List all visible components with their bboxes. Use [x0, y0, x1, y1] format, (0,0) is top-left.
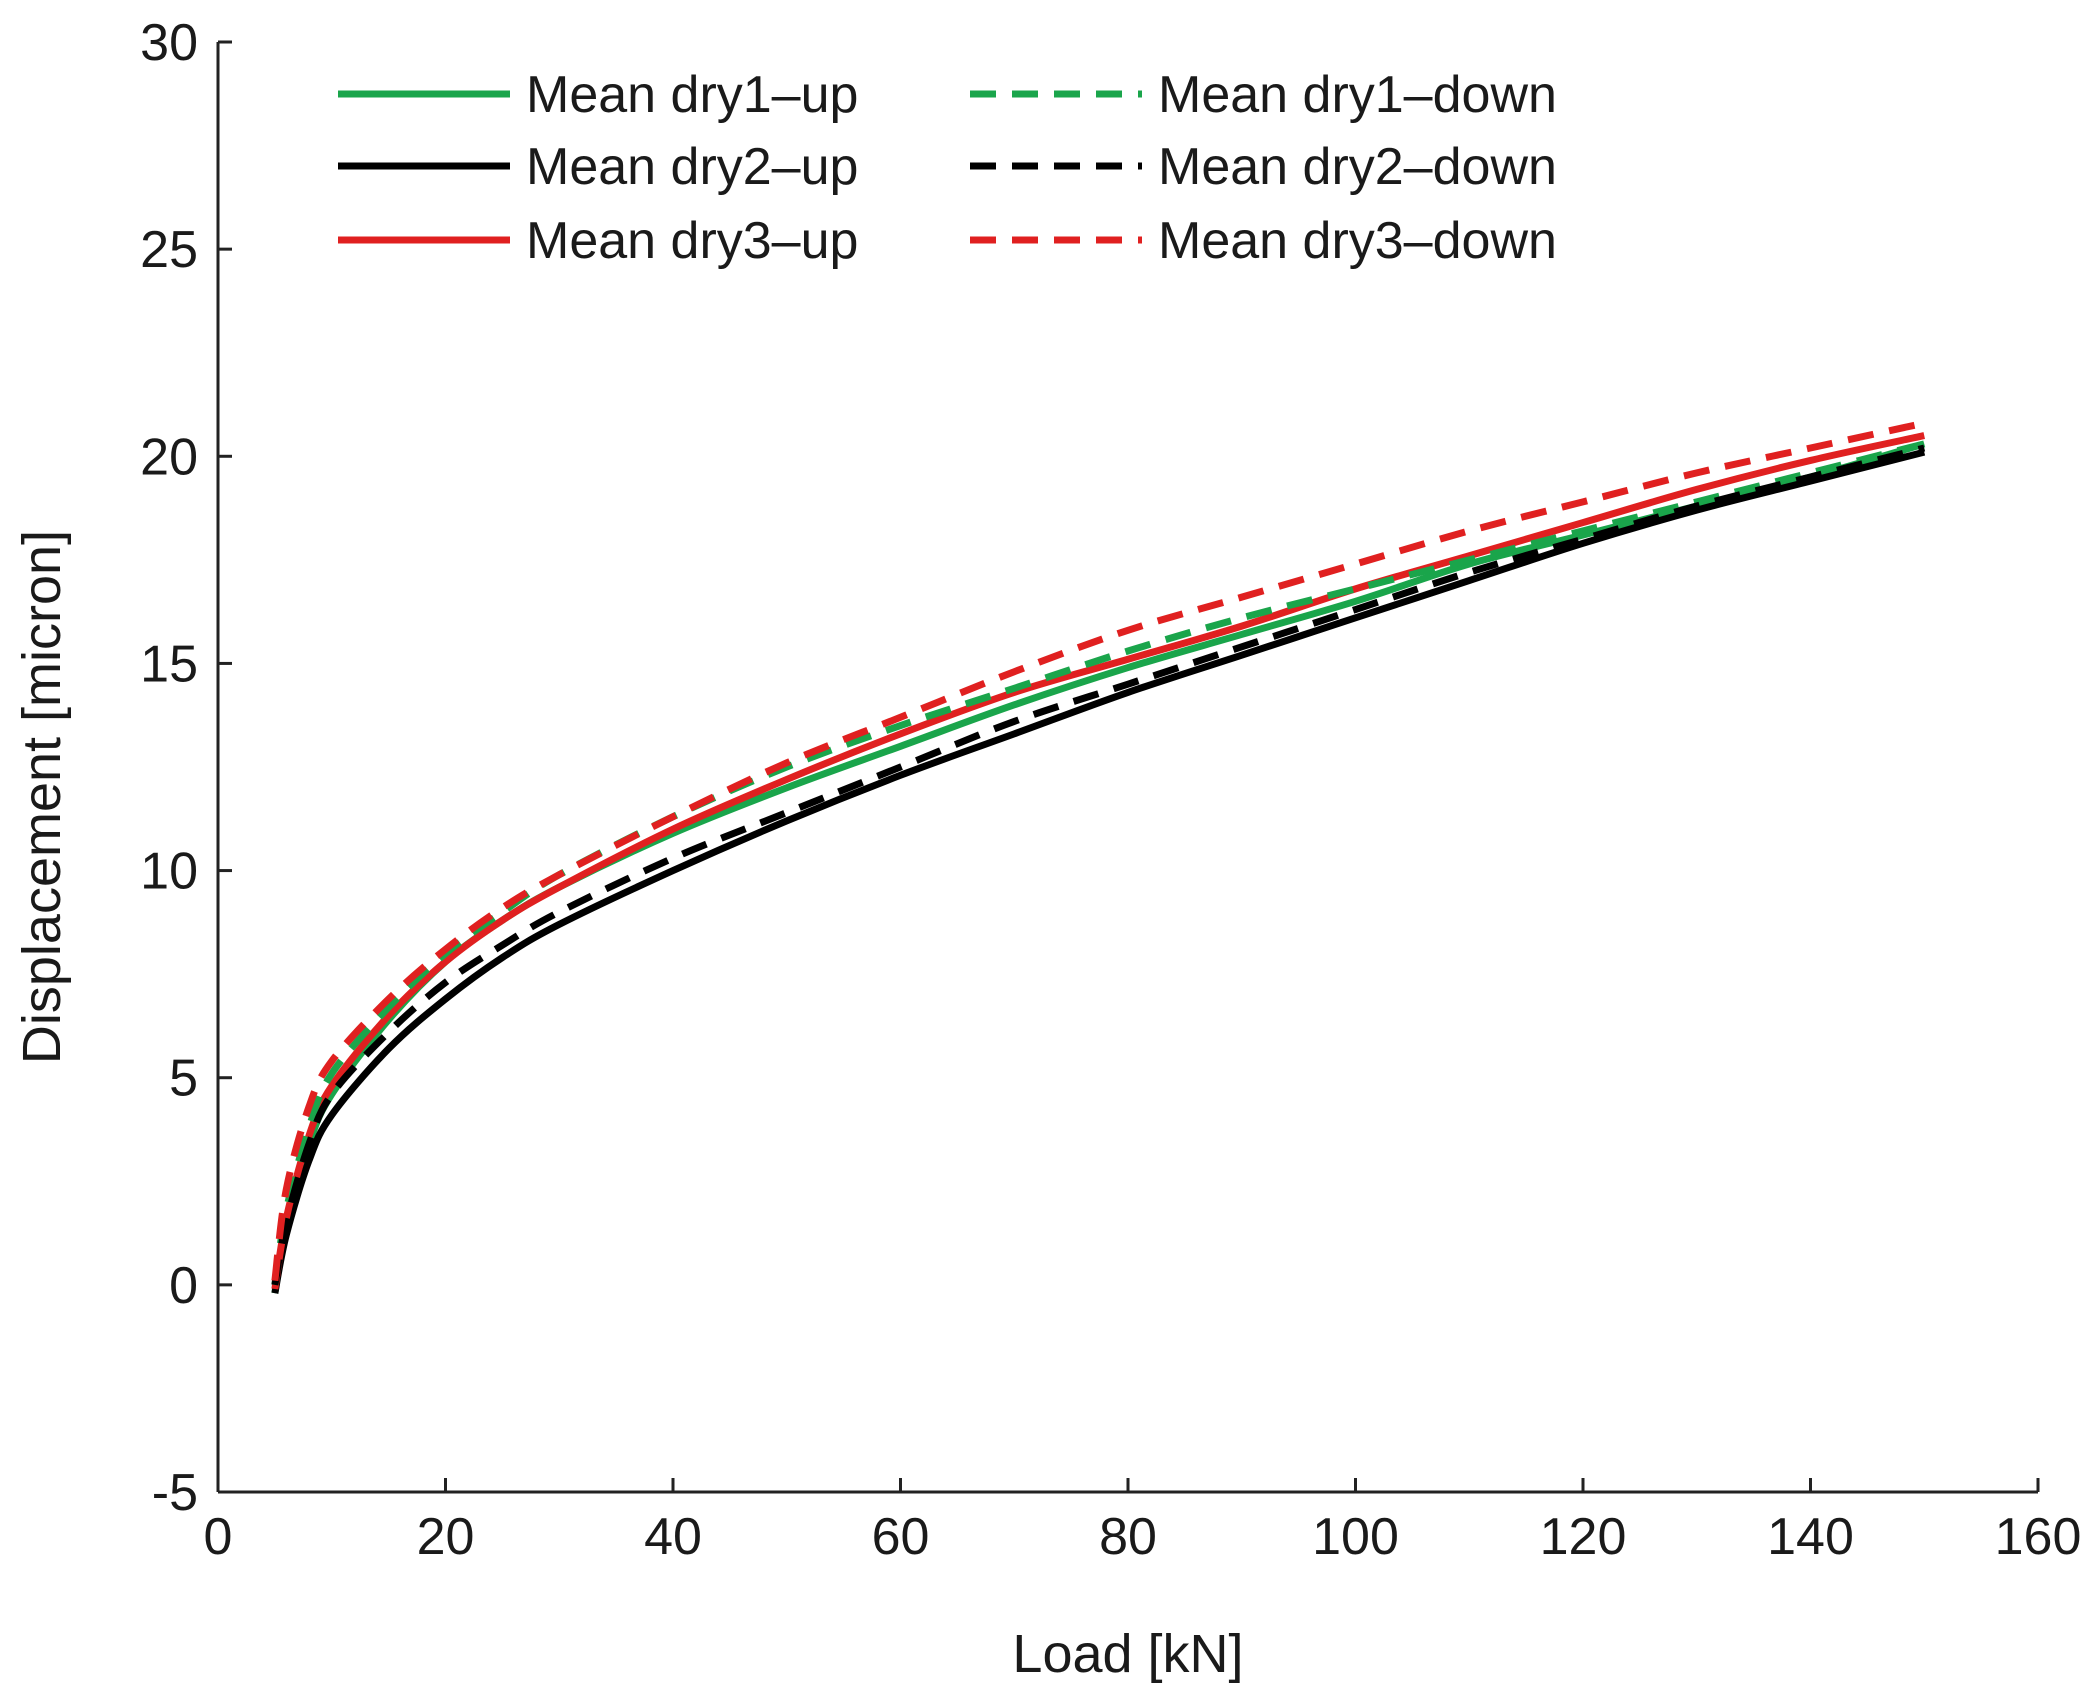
legend-label-mean-dry1-down: Mean dry1–down [1158, 66, 1557, 124]
x-tick-label: 160 [1995, 1508, 2082, 1566]
series-line-mean-dry2-up [271, 448, 1926, 1294]
axes [216, 42, 2038, 1494]
y-tick-label: 25 [140, 221, 198, 279]
y-axis-label: Displacement [micron] [12, 530, 72, 1064]
y-tick-label: 15 [140, 635, 198, 693]
legend-label-mean-dry1-up: Mean dry1–up [526, 66, 858, 124]
legend-label-mean-dry2-down: Mean dry2–down [1158, 138, 1557, 196]
x-tick-label: 120 [1540, 1508, 1627, 1566]
x-tick-label: 20 [417, 1508, 475, 1566]
series-line-mean-dry1-down [271, 440, 1926, 1286]
x-ticks: 0 20 40 60 80 100 120 140 160 [204, 1478, 2082, 1566]
x-tick-label: 140 [1767, 1508, 1854, 1566]
series-line-mean-dry2-down [271, 444, 1926, 1286]
y-tick-label: 20 [140, 428, 198, 486]
legend-label-mean-dry2-up: Mean dry2–up [526, 138, 858, 196]
legend-label-mean-dry3-up: Mean dry3–up [526, 212, 858, 270]
y-tick-label: -5 [152, 1464, 198, 1522]
y-tick-label: 5 [169, 1050, 198, 1108]
legend-label-mean-dry3-down: Mean dry3–down [1158, 212, 1557, 270]
x-tick-label: 80 [1099, 1508, 1157, 1566]
x-tick-label: 100 [1312, 1508, 1399, 1566]
y-tick-label: 10 [140, 843, 198, 901]
x-tick-label: 60 [872, 1508, 930, 1566]
x-axis-label: Load [kN] [1012, 1624, 1243, 1684]
x-tick-label: 40 [644, 1508, 702, 1566]
y-ticks: -5 0 5 10 15 20 25 30 [140, 14, 232, 1522]
series-line-mean-dry1-up [271, 440, 1926, 1294]
series-line-mean-dry3-down [271, 419, 1925, 1282]
x-tick-label: 0 [204, 1508, 233, 1566]
legend: Mean dry1–up Mean dry1–down Mean dry2–up Me… [338, 66, 1557, 270]
y-tick-label: 0 [169, 1257, 198, 1315]
series-lines [271, 419, 1926, 1294]
y-tick-label: 30 [140, 14, 198, 72]
series-line-mean-dry3-up [271, 432, 1925, 1290]
